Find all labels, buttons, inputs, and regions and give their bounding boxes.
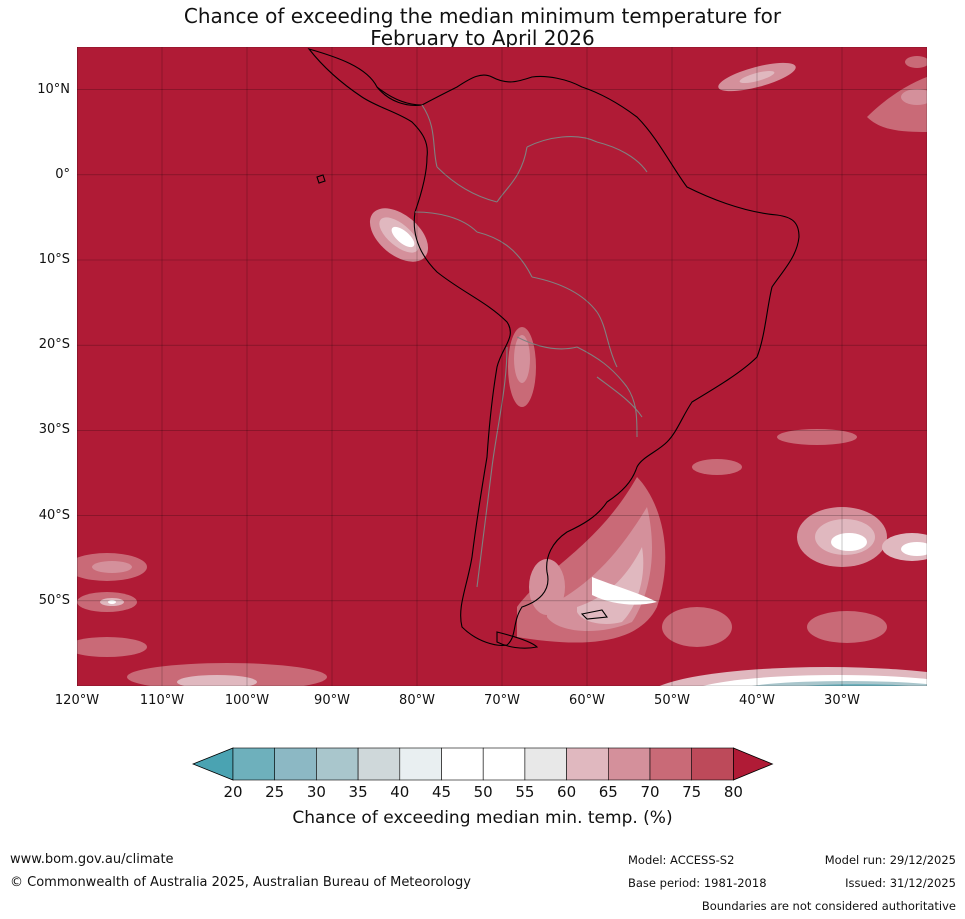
colorbar-tick-label: 80 xyxy=(723,783,743,801)
colorbar-tick-label: 35 xyxy=(348,783,368,801)
colorbar-tick-label: 30 xyxy=(306,783,326,801)
map-title-line-2: February to April 2026 xyxy=(370,26,595,50)
longitude-label: 110°W xyxy=(139,693,185,708)
forecast-map xyxy=(77,47,927,686)
south-america-coastline xyxy=(307,48,800,646)
country-borders xyxy=(414,104,648,588)
colorbar-tick-label: 25 xyxy=(265,783,285,801)
colorbar-cell xyxy=(524,747,567,781)
longitude-label: 60°W xyxy=(569,693,605,708)
colorbar-cell xyxy=(649,747,693,781)
falklands xyxy=(580,609,608,620)
contour-patch-east-atlantic xyxy=(662,429,927,647)
caribbean-coast xyxy=(376,86,423,106)
colorbar-cell xyxy=(357,747,401,781)
galapagos xyxy=(316,174,326,184)
colorbar-tick-label: 60 xyxy=(557,783,577,801)
longitude-label: 100°W xyxy=(224,693,270,708)
footer-disclaimer: Boundaries are not considered authoritat… xyxy=(701,899,956,913)
longitude-label: 30°W xyxy=(824,693,860,708)
colorbar xyxy=(192,747,774,781)
colorbar-tick-label: 40 xyxy=(390,783,410,801)
footer-model: Model: ACCESS-S2 xyxy=(628,853,735,867)
colorbar-low-extend xyxy=(192,747,234,781)
map-background xyxy=(77,47,927,686)
longitude-label: 50°W xyxy=(654,693,690,708)
footer-base-period: Base period: 1981-2018 xyxy=(628,876,767,890)
contour-patch-peru xyxy=(369,208,429,262)
contour-patch-andes xyxy=(508,327,536,407)
colorbar-cell xyxy=(691,747,734,781)
contour-patch-southern-band xyxy=(77,637,927,686)
colorbar-tick-label: 50 xyxy=(473,783,493,801)
longitude-label: 70°W xyxy=(484,693,520,708)
longitude-label: 80°W xyxy=(399,693,435,708)
coastlines xyxy=(307,48,800,649)
footer-copyright: © Commonwealth of Australia 2025, Austra… xyxy=(10,875,471,890)
colorbar-tick-label: 65 xyxy=(598,783,618,801)
map-title-line-1: Chance of exceeding the median minimum t… xyxy=(183,4,782,28)
colorbar-tick-label: 75 xyxy=(682,783,702,801)
latitude-label: 30°S xyxy=(38,422,70,438)
contour-patch-northeast xyxy=(718,56,927,132)
longitude-label: 90°W xyxy=(314,693,350,708)
latitude-label: 20°S xyxy=(38,337,70,353)
colorbar-tick-label: 70 xyxy=(640,783,660,801)
graticule xyxy=(77,47,927,686)
tierra-del-fuego xyxy=(496,631,539,649)
footer-url[interactable]: www.bom.gov.au/climate xyxy=(10,852,174,867)
colorbar-cell xyxy=(316,747,359,781)
colorbar-cell xyxy=(566,747,609,781)
colorbar-cell xyxy=(399,747,442,781)
footer-issued: Issued: 31/12/2025 xyxy=(845,876,956,890)
colorbar-tick-label: 45 xyxy=(431,783,452,801)
colorbar-title: Chance of exceeding median min. temp. (%… xyxy=(292,808,673,828)
footer-model-run: Model run: 29/12/2025 xyxy=(824,853,956,867)
latitude-label: 0° xyxy=(55,166,70,182)
longitude-label: 40°W xyxy=(739,693,775,708)
longitude-label: 120°W xyxy=(54,693,100,708)
contour-patch-west-pacific xyxy=(77,553,147,612)
contour-patch-south-atlantic xyxy=(517,477,666,643)
colorbar-tick-label: 55 xyxy=(515,783,535,801)
colorbar-cell xyxy=(274,747,317,781)
colorbar-cell xyxy=(607,747,651,781)
colorbar-cell xyxy=(232,747,276,781)
latitude-label: 50°S xyxy=(38,592,70,608)
colorbar-cell xyxy=(482,747,526,781)
latitude-label: 10°S xyxy=(38,252,70,267)
colorbar-high-extend xyxy=(733,747,774,781)
probability-contours xyxy=(77,48,927,686)
latitude-label: 40°S xyxy=(38,507,70,523)
colorbar-cell xyxy=(441,747,484,781)
colorbar-tick-label: 20 xyxy=(223,783,243,801)
latitude-label: 10°N xyxy=(37,81,70,97)
